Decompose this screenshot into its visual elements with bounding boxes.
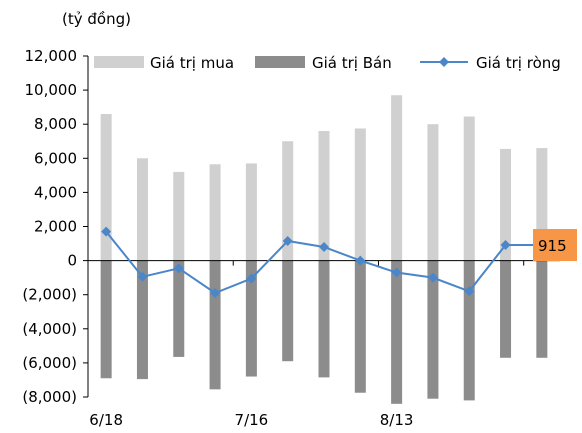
buy-bar xyxy=(245,163,257,261)
callout-box xyxy=(533,229,577,261)
buy-bar xyxy=(282,141,294,261)
legend-label-buy: Giá trị mua xyxy=(150,54,234,72)
net-value-marker xyxy=(427,272,438,283)
sell-bar xyxy=(427,260,439,399)
sell-bar xyxy=(318,260,330,378)
legend-marker-net xyxy=(439,57,449,67)
y-tick-label: (4,000) xyxy=(22,320,77,338)
buy-bar xyxy=(391,95,403,261)
sell-bar xyxy=(245,260,257,377)
sell-bar xyxy=(391,260,403,404)
net-value-marker xyxy=(391,267,402,278)
y-tick-label: (6,000) xyxy=(22,354,77,372)
callout: 915 xyxy=(533,229,577,261)
net-value-marker xyxy=(500,239,511,250)
y-tick-label: 12,000 xyxy=(25,47,78,65)
buy-bar xyxy=(463,116,475,261)
net-value-marker xyxy=(210,287,221,298)
net-value-marker xyxy=(282,235,293,246)
x-tick-label: 7/16 xyxy=(235,411,269,429)
sell-bar xyxy=(536,260,548,358)
y-tick-label: 0 xyxy=(67,252,77,270)
sell-bar xyxy=(173,260,185,357)
x-tick-label: 6/18 xyxy=(89,411,123,429)
y-tick-label: 8,000 xyxy=(34,115,77,133)
buy-bar xyxy=(100,113,112,261)
net-value-marker xyxy=(319,241,329,252)
sell-bar xyxy=(282,260,294,362)
unit-label: (tỷ đồng) xyxy=(62,10,131,28)
buy-bar xyxy=(209,164,221,261)
sell-bar xyxy=(100,260,112,379)
net-value-marker xyxy=(355,255,366,266)
callout-label: 915 xyxy=(538,237,567,255)
legend-swatch-buy xyxy=(94,56,144,68)
buy-bar xyxy=(318,131,330,261)
x-axis: 6/18 7/16 8/13 xyxy=(87,260,560,429)
y-tick-label: (2,000) xyxy=(22,286,77,304)
y-tick-label: (8,000) xyxy=(22,388,77,406)
net-value-marker xyxy=(246,273,257,284)
bars xyxy=(100,95,548,404)
sell-bar xyxy=(500,260,512,358)
sell-bar xyxy=(354,260,366,393)
buy-bar xyxy=(354,128,366,261)
x-tick-label: 8/13 xyxy=(380,411,414,429)
legend-label-sell: Giá trị Bán xyxy=(312,54,392,72)
y-tick-label: 10,000 xyxy=(25,81,78,99)
y-tick-label: 6,000 xyxy=(34,149,77,167)
legend-label-net: Giá trị ròng xyxy=(476,54,561,72)
buy-bar xyxy=(427,124,439,261)
net-value-marker xyxy=(101,226,112,237)
y-tick-label: 2,000 xyxy=(34,218,77,236)
net-value-marker xyxy=(173,263,184,274)
legend-swatch-sell xyxy=(255,56,305,68)
net-value-marker xyxy=(137,271,148,282)
sell-bar xyxy=(136,260,148,380)
legend: Giá trị mua Giá trị Bán Giá trị ròng xyxy=(94,54,561,72)
y-axis: 12,000 10,000 8,000 6,000 4,000 2,000 0 (2,000)… xyxy=(22,47,89,406)
y-tick-label: 4,000 xyxy=(34,183,77,201)
buy-bar xyxy=(536,148,548,261)
net-line xyxy=(101,226,542,298)
buy-bar xyxy=(136,158,148,261)
sell-bar xyxy=(209,260,221,390)
buy-bar xyxy=(500,148,512,261)
net-value-marker xyxy=(464,286,475,297)
buy-bar xyxy=(173,171,185,261)
sell-bar xyxy=(463,260,475,401)
